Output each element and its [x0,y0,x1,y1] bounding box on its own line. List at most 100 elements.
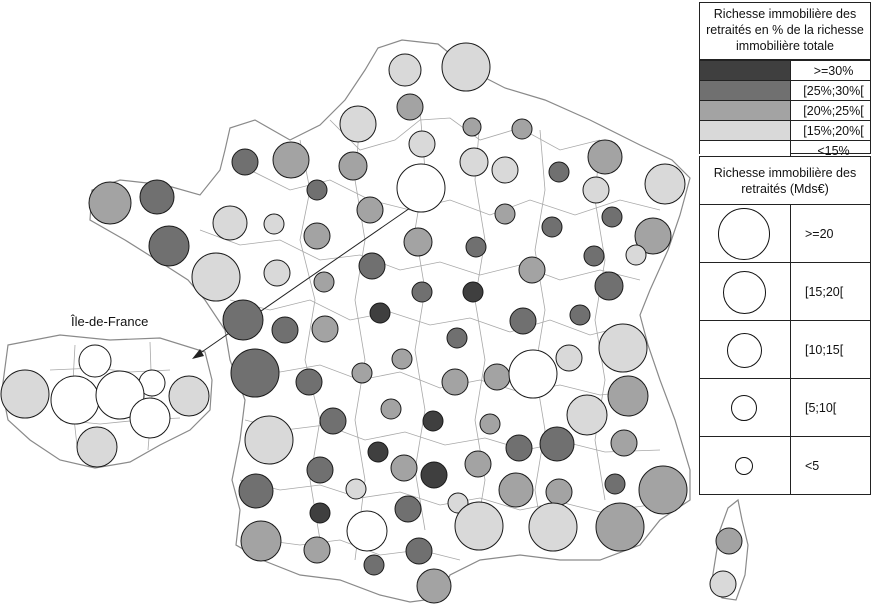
department-bubble [625,244,647,266]
department-bubble [545,478,573,506]
department-bubble [420,461,448,489]
department-bubble [306,456,334,484]
department-bubble [479,413,501,435]
department-bubble [263,213,285,235]
department-bubble [594,271,624,301]
department-bubble [607,375,649,417]
department-bubble [272,141,310,179]
department-bubble [582,176,610,204]
department-bubble [306,179,328,201]
bubbles-layer [0,42,743,604]
department-bubble [0,369,50,419]
department-bubble [604,473,626,495]
department-bubble [309,502,331,524]
department-bubble [303,222,331,250]
department-bubble [271,316,299,344]
department-bubble [709,570,737,598]
department-bubble [396,163,446,213]
legend-swatch-15 [700,121,791,140]
department-bubble [339,105,377,143]
legend-color-row: >=30% [700,60,870,80]
legend-size-row: [5;10[ [700,378,870,436]
department-bubble [454,501,504,551]
department-bubble [394,495,422,523]
legend-label-25: [25%;30%[ [803,83,864,98]
department-bubble [396,93,424,121]
department-bubble [367,441,389,463]
idf-arrow-head [192,349,204,359]
department-bubble [555,344,583,372]
legend-label-15: [15%;20%[ [803,123,864,138]
department-bubble [303,536,331,564]
legend-swatch-20 [700,101,791,120]
department-bubble [598,323,648,373]
department-bubble [422,410,444,432]
legend-swatch-25 [700,81,791,100]
department-bubble [363,554,385,576]
department-bubble [222,299,264,341]
department-bubble [380,398,402,420]
department-bubble [388,53,422,87]
department-bubble [230,348,280,398]
department-bubble [405,537,433,565]
department-bubble [351,362,373,384]
legend-color-title: Richesse immobilière des retraités en % … [700,3,870,60]
department-bubble [548,161,570,183]
department-bubble [595,502,645,552]
department-bubble [638,465,688,515]
legend-size-circle-5 [731,395,757,421]
department-bubble [416,568,452,604]
department-bubble [539,426,575,462]
legend-color-row: <15% [700,140,870,160]
department-bubble [76,426,118,468]
department-bubble [505,434,533,462]
legend-color-row: [15%;20%[ [700,120,870,140]
legend-label-30: >=30% [813,63,854,78]
legend-size-label-15: [15;20[ [805,284,844,299]
department-bubble [129,397,171,439]
department-bubble [139,179,175,215]
department-bubble [313,271,335,293]
legend-size-label-lt5: <5 [805,458,820,473]
department-bubble [78,344,112,378]
legend-color: Richesse immobilière des retraités en % … [699,2,871,160]
legend-size-row: <5 [700,436,870,494]
department-bubble [263,259,291,287]
department-bubble [634,217,672,255]
department-bubble [483,363,511,391]
legend-label-20: [20%;25%[ [803,103,864,118]
legend-size-row: >=20 [700,204,870,262]
department-bubble [391,348,413,370]
idf-inset-label: Île-de-France [71,314,149,329]
department-bubble [212,205,248,241]
department-bubble [390,454,418,482]
department-bubble [566,394,608,436]
department-bubble [240,520,282,562]
department-bubble [583,245,605,267]
department-bubble [408,130,436,158]
legend-size-circle-20 [718,208,770,260]
legend-size-row: [15;20[ [700,262,870,320]
department-bubble [346,510,388,552]
legend-size-label-10: [10;15[ [805,342,844,357]
department-bubble [508,349,558,399]
department-bubble [356,196,384,224]
department-bubble [441,42,491,92]
department-bubble [441,368,469,396]
department-bubble [295,368,323,396]
department-bubble [345,478,367,500]
legend-size-row: [10;15[ [700,320,870,378]
department-bubble [168,375,210,417]
legend-size-circle-lt5 [735,457,753,475]
department-bubble [715,527,743,555]
legend-size-title: Richesse immobilière des retraités (Mds€… [713,165,857,196]
department-bubble [369,302,391,324]
legend-color-row: [20%;25%[ [700,100,870,120]
department-bubble [509,307,537,335]
department-bubble [403,227,433,257]
department-bubble [518,256,546,284]
legend-size-circle-15 [723,271,766,314]
legend-size-label-20: >=20 [805,226,834,241]
department-bubble [610,429,638,457]
